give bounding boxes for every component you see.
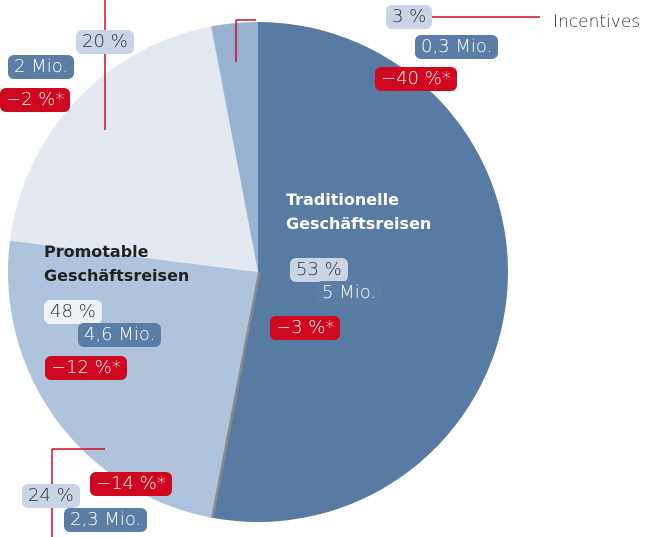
pie-slice: [211, 22, 258, 272]
pie-slice: [9, 26, 258, 272]
group-amount-label: 4,6 Mio.: [78, 323, 162, 347]
pie-slice: [211, 22, 508, 522]
change-label: −14 %*: [90, 472, 172, 496]
group-label: Promotable Geschäftsreisen: [44, 242, 190, 285]
change-label: −2 %*: [0, 88, 71, 112]
slice-label: Incentives: [553, 12, 641, 32]
amount-label: 2,3 Mio.: [64, 508, 148, 532]
share-label: 53 %: [290, 258, 348, 282]
change-label: −3 %*: [270, 316, 341, 340]
amount-label: 2 Mio.: [8, 55, 75, 79]
group-change-label: −12 %*: [45, 356, 127, 380]
amount-label: 0,3 Mio.: [415, 35, 499, 59]
share-label: 24 %: [22, 484, 80, 508]
share-label: 3 %: [386, 5, 433, 29]
group-share-label: 48 %: [44, 300, 102, 324]
amount-label: 5 Mio.: [316, 281, 383, 305]
change-label: −40 %*: [375, 67, 457, 91]
share-label: 20 %: [76, 30, 134, 54]
slice-label: Traditionelle Geschäftsreisen: [286, 190, 432, 233]
